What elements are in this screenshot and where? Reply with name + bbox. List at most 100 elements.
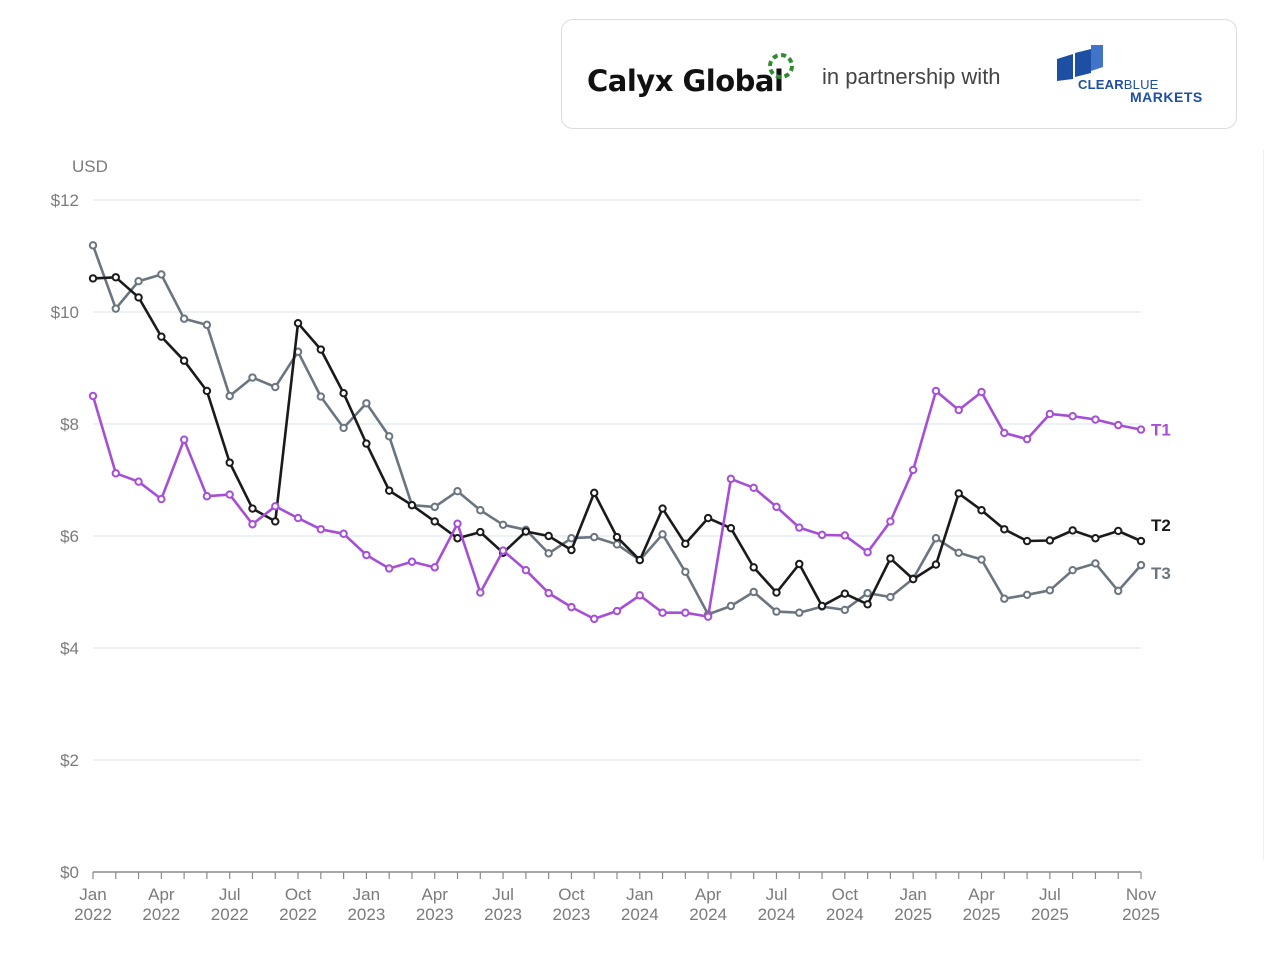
x-tick-year-label: 2024: [689, 905, 727, 924]
data-point-t1: [544, 588, 553, 598]
data-point-t1: [1022, 434, 1032, 444]
x-tick-year-label: 2025: [963, 905, 1001, 924]
x-tick-month-label: Nov: [1126, 885, 1157, 904]
data-point-t3: [384, 432, 394, 441]
data-point-t2: [293, 319, 303, 328]
series-label-t1: T1: [1151, 421, 1171, 440]
data-point-t3: [886, 592, 895, 602]
x-tick-month-label: Apr: [695, 885, 722, 904]
x-tick-month-label: Oct: [285, 885, 312, 904]
x-tick-year-label: 2023: [347, 905, 385, 924]
data-point-t2: [225, 458, 234, 467]
data-point-t1: [202, 492, 212, 501]
x-axis: Jan2022Apr2022Jul2022Oct2022Jan2023Apr20…: [74, 871, 1160, 924]
data-point-t1: [749, 483, 758, 493]
series-t1: [88, 386, 1146, 624]
data-point-t1: [590, 614, 599, 624]
data-point-t2: [384, 486, 394, 495]
data-point-t3: [271, 382, 280, 392]
data-point-t3: [795, 608, 804, 617]
x-tick-month-label: Jul: [219, 885, 241, 904]
data-point-t2: [271, 517, 280, 526]
data-point-t2: [339, 389, 348, 398]
data-point-t1: [179, 435, 189, 444]
data-point-t1: [248, 520, 257, 529]
x-tick-year-label: 2024: [758, 905, 796, 924]
data-point-t1: [1136, 425, 1146, 434]
data-point-t2: [567, 545, 576, 555]
data-point-t2: [886, 554, 895, 563]
series-t2: [88, 273, 1146, 611]
data-point-t1: [521, 565, 531, 575]
x-tick-year-label: 2025: [894, 905, 932, 924]
data-point-t2: [88, 274, 98, 283]
data-point-t1: [453, 519, 462, 528]
data-point-t2: [179, 356, 189, 365]
data-point-t3: [453, 487, 462, 496]
data-point-t2: [635, 555, 644, 565]
data-point-t2: [931, 560, 941, 569]
data-point-t2: [908, 574, 918, 584]
y-tick-label: $10: [51, 303, 79, 322]
data-point-t3: [726, 601, 736, 611]
data-point-t3: [316, 392, 326, 401]
y-tick-label: $4: [60, 639, 79, 658]
data-point-t2: [749, 563, 758, 572]
data-point-t2: [681, 539, 690, 549]
data-point-t1: [362, 550, 371, 560]
data-point-t3: [157, 270, 166, 279]
x-tick-month-label: Apr: [422, 885, 449, 904]
data-point-t2: [590, 488, 599, 498]
clearblue-logo-line2: MARKETS: [1130, 89, 1203, 105]
x-tick-year-label: 2022: [279, 905, 317, 924]
data-point-t1: [863, 548, 872, 557]
series-end-labels: T3 T2 T1: [1151, 421, 1171, 584]
data-point-t1: [384, 564, 394, 573]
data-point-t1: [977, 387, 986, 397]
data-point-t2: [1136, 536, 1146, 546]
data-point-t3: [1000, 594, 1009, 603]
x-tick-month-label: Jan: [899, 885, 926, 904]
data-point-t1: [316, 525, 326, 534]
data-point-t3: [225, 391, 234, 401]
right-edge-divider: [1263, 150, 1264, 860]
data-point-t1: [772, 502, 781, 512]
y-axis-unit-label: USD: [72, 157, 108, 176]
data-point-t1: [339, 529, 348, 538]
data-point-t3: [179, 314, 189, 323]
data-point-t2: [430, 517, 439, 526]
data-point-t2: [248, 504, 257, 513]
data-point-t2: [316, 345, 326, 354]
x-tick-year-label: 2023: [484, 905, 522, 924]
data-point-t3: [681, 567, 690, 577]
x-tick-month-label: Jul: [1039, 885, 1061, 904]
data-point-t2: [157, 332, 166, 341]
x-tick-month-label: Jan: [79, 885, 106, 904]
y-tick-label: $6: [60, 527, 79, 546]
data-point-t1: [407, 557, 417, 566]
data-point-t3: [88, 241, 98, 250]
data-point-t3: [248, 373, 257, 382]
data-point-t2: [453, 534, 462, 543]
data-point-t2: [407, 501, 417, 510]
series-label-t3: T3: [1151, 564, 1171, 583]
data-point-t1: [476, 588, 485, 597]
data-point-t1: [1091, 415, 1100, 424]
data-point-t1: [954, 405, 963, 415]
data-point-t3: [430, 502, 439, 512]
calyx-global-brand: Calyx Global: [587, 64, 784, 98]
data-point-t1: [271, 502, 280, 511]
data-point-t1: [88, 391, 98, 401]
x-tick-year-label: 2023: [416, 905, 454, 924]
data-point-t2: [202, 386, 212, 396]
data-point-t3: [1091, 559, 1100, 568]
x-tick-month-label: Jan: [626, 885, 653, 904]
data-point-t3: [544, 549, 553, 558]
y-tick-label: $0: [60, 863, 79, 882]
x-tick-year-label: 2024: [621, 905, 659, 924]
x-tick-month-label: Oct: [558, 885, 585, 904]
x-tick-year-label: 2025: [1031, 905, 1069, 924]
data-point-t1: [225, 490, 234, 499]
data-point-t3: [1114, 586, 1123, 596]
x-tick-year-label: 2022: [211, 905, 249, 924]
